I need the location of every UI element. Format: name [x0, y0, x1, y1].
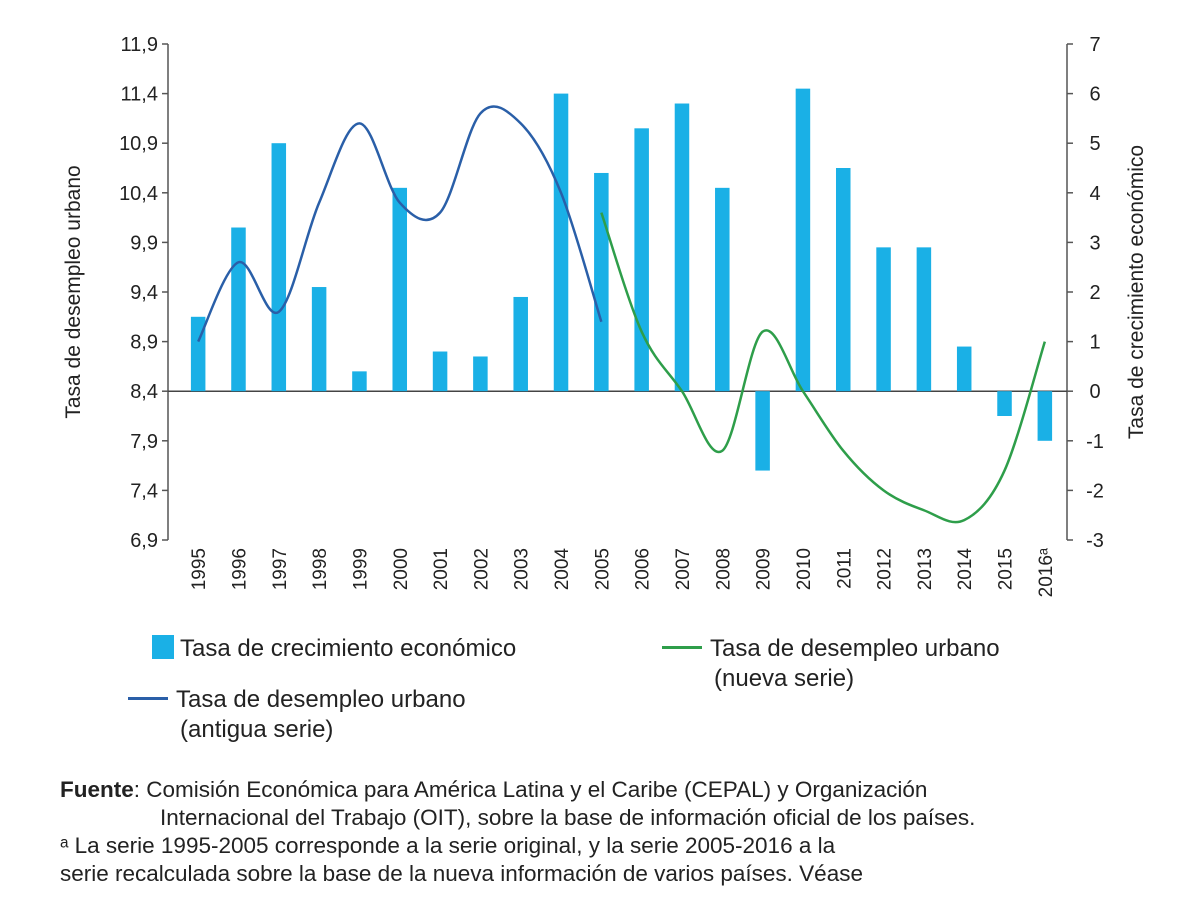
x-tick-label: 2004 [552, 548, 573, 591]
right-tick-label: 2 [1089, 282, 1100, 304]
left-tick-label: 8,4 [130, 381, 158, 403]
left-tick-label: 10,9 [119, 133, 158, 155]
legend-bar-label: Tasa de crecimiento económico [180, 635, 517, 662]
bar-2014 [956, 346, 972, 392]
bar-2010 [795, 88, 811, 392]
x-tick-label: 2000 [391, 548, 412, 590]
bar-2007 [674, 103, 690, 392]
x-tick-label: 2006 [633, 548, 654, 590]
left-tick-label: 7,4 [130, 480, 158, 502]
bar-2011 [835, 168, 851, 392]
legend-new-series-label-1: Tasa de desempleo urbano [710, 635, 1000, 662]
bar-1998 [311, 287, 327, 392]
x-tick-label: 2013 [915, 548, 936, 590]
bar-2003 [513, 296, 528, 392]
right-tick-label: 7 [1089, 34, 1100, 56]
source-label: Fuente [60, 777, 134, 802]
bar-2009 [755, 391, 770, 471]
right-tick-label: -1 [1086, 431, 1104, 453]
right-tick-label: -3 [1086, 530, 1104, 552]
right-tick-label: -2 [1086, 480, 1104, 502]
x-tick-label: 1997 [270, 548, 291, 590]
x-tick-label: 2015 [996, 548, 1017, 590]
right-tick-label: 6 [1089, 84, 1100, 106]
legend-old-series-swatch [128, 697, 168, 700]
x-tick-label: 2002 [471, 548, 492, 590]
bar-2001 [432, 351, 448, 392]
left-tick-label: 10,4 [119, 183, 158, 205]
x-tick-label: 2005 [592, 548, 613, 590]
x-tick-label: 2008 [713, 548, 734, 590]
source-line-2: Internacional del Trabajo (OIT), sobre l… [160, 805, 976, 830]
x-tick-label: 2001 [431, 548, 452, 590]
bar-2013 [916, 247, 932, 392]
left-axis-title: Tasa de desempleo urbano [62, 165, 85, 418]
line-old-series [197, 105, 603, 343]
source-line-1: Fuente: Comisión Económica para América … [60, 776, 1150, 804]
bar-2012 [876, 247, 891, 392]
x-tick-label: 2014 [955, 548, 976, 591]
x-tick-label: 1998 [310, 548, 331, 590]
legend-new-series-label-2: (nueva serie) [714, 665, 855, 692]
right-tick-label: 0 [1089, 381, 1100, 403]
x-tick-label: 1995 [189, 548, 210, 590]
legend-new-series: Tasa de desempleo urbano (nueva serie) [662, 634, 1000, 694]
legend-old-series-label-2: (antigua serie) [180, 716, 334, 743]
left-tick-label: 6,9 [130, 530, 158, 552]
right-tick-label: 4 [1089, 183, 1100, 205]
left-tick-label: 7,9 [130, 431, 158, 453]
legend-new-series-swatch [662, 646, 702, 649]
x-tick-label: 2012 [875, 548, 896, 590]
x-tick-label: 2007 [673, 548, 694, 590]
source-note: Fuente: Comisión Económica para América … [60, 776, 1150, 888]
x-tick-label: 2010 [794, 548, 815, 590]
bar-1996 [231, 227, 246, 392]
line-new-series [600, 212, 1047, 524]
right-axis-title: Tasa de crecimiento económico [1125, 145, 1148, 439]
combo-chart: 6,9 7,4 7,9 8,4 8,9 9,4 9,9 10,4 10,9 11,4 11,9 -3 -… [62, 34, 1148, 597]
bar-2002 [473, 356, 488, 392]
footnote-line-2: serie recalculada sobre la base de la nu… [60, 861, 863, 886]
bar-1997 [271, 143, 287, 392]
left-tick-label: 11,4 [121, 84, 158, 106]
x-tick-label: 2003 [512, 548, 533, 590]
legend-old-series-label-1: Tasa de desempleo urbano [176, 686, 466, 713]
x-tick-label: 2016ᵃ [1036, 547, 1057, 597]
right-tick-label: 3 [1089, 232, 1100, 254]
bar-2016ᵃ [1037, 391, 1053, 441]
bar-2008 [715, 187, 730, 392]
legend-old-series: Tasa de desempleo urbano (antigua serie) [128, 685, 466, 745]
legend-bar-swatch [152, 635, 174, 659]
right-tick-label: 1 [1089, 332, 1100, 354]
bar-1999 [352, 371, 367, 392]
bar-2005 [594, 172, 609, 392]
left-tick-label: 9,4 [130, 282, 158, 304]
right-tick-label: 5 [1089, 133, 1100, 155]
bar-2000 [392, 187, 408, 392]
left-tick-label: 9,9 [130, 232, 158, 254]
legend-bar: Tasa de crecimiento económico [152, 634, 516, 664]
x-tick-label: 1999 [350, 548, 371, 590]
left-tick-label: 11,9 [121, 34, 158, 56]
footnote-line-1: ᵃ La serie 1995-2005 corresponde a la se… [60, 833, 836, 858]
left-tick-label: 8,9 [130, 332, 158, 354]
x-tick-label: 1996 [229, 548, 250, 590]
source-text-1: : Comisión Económica para América Latina… [133, 777, 928, 802]
x-tick-label: 2009 [754, 548, 775, 590]
bar-2004 [553, 93, 569, 392]
x-tick-label: 2011 [834, 548, 855, 589]
bar-2015 [997, 391, 1012, 416]
bar-2006 [634, 128, 649, 392]
